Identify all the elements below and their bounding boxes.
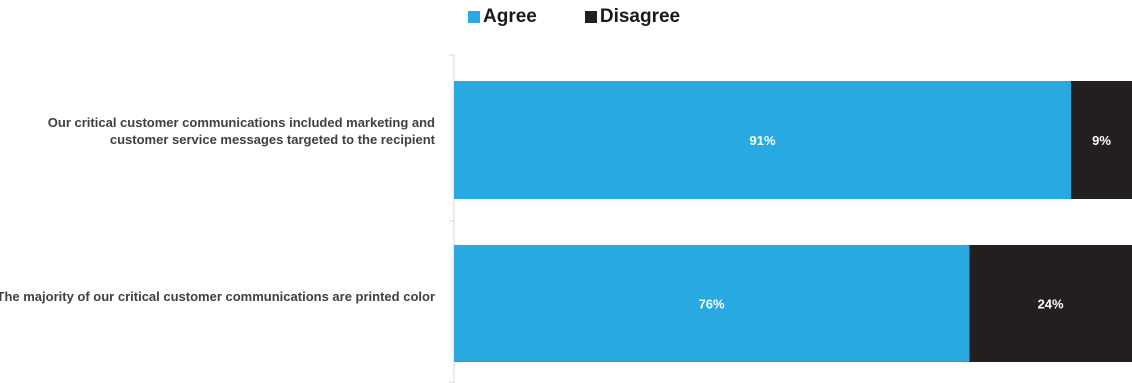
- legend-swatch-agree: [468, 11, 480, 23]
- data-label-disagree-2: 24%: [1038, 297, 1064, 312]
- legend-label-disagree: Disagree: [599, 6, 681, 27]
- legend-swatch-disagree: [584, 11, 597, 23]
- legend-item-disagree: Disagree: [584, 6, 681, 28]
- legend-label-agree: Agree: [483, 6, 537, 27]
- data-label-agree-2: 76%: [699, 297, 725, 312]
- data-label-agree-1: 91%: [749, 133, 775, 148]
- category-label-2: The majority of our critical customer co…: [0, 289, 435, 304]
- bar-disagree-1: [1071, 81, 1132, 199]
- data-label-disagree-1: 9%: [1092, 133, 1111, 148]
- bar-disagree-2: [969, 245, 1132, 362]
- category-label-1: Our critical customer communications inc…: [47, 115, 435, 147]
- bar-agree-2: [454, 245, 970, 362]
- legend: Agree Disagree: [468, 6, 728, 28]
- bar-agree-1: [454, 81, 1071, 199]
- legend-item-agree: Agree: [468, 6, 537, 28]
